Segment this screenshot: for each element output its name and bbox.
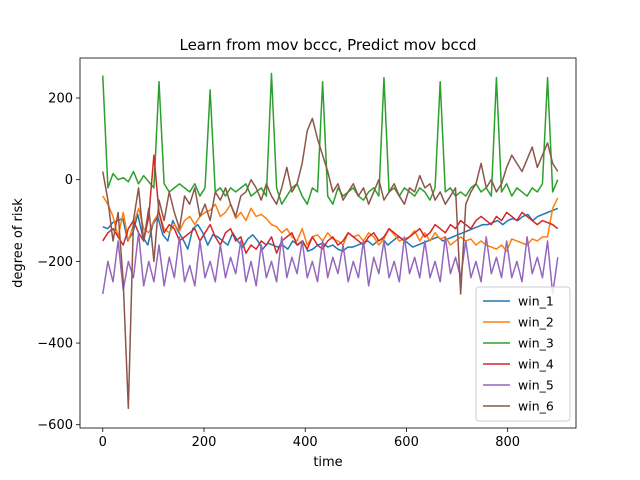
y-tick-label: −600 — [37, 418, 73, 433]
legend-label: win_1 — [518, 294, 554, 309]
series-line-win-3 — [102, 72, 559, 205]
x-tick-label: 200 — [192, 435, 217, 450]
plot-frame — [79, 57, 577, 429]
y-axis-label: degree of risk — [11, 198, 26, 288]
x-tick-label: 800 — [495, 435, 520, 450]
x-tick-label: 400 — [293, 435, 318, 450]
series-line-win-6 — [102, 117, 559, 410]
chart-title: Learn from mov bccc, Predict mov bccd — [179, 36, 476, 54]
series-line-win-2 — [102, 195, 559, 252]
legend: win_1 win_2 win_3 win_4 win_5 win_6 — [475, 286, 571, 422]
x-axis: 0 200 400 600 800 — [99, 428, 520, 450]
series-line-win-5 — [102, 232, 559, 295]
legend-label: win_5 — [518, 378, 554, 393]
x-axis-label: time — [313, 455, 342, 470]
legend-label: win_2 — [518, 315, 554, 330]
x-tick-label: 0 — [99, 435, 107, 450]
y-tick-label: −200 — [37, 255, 73, 270]
y-tick-label: 0 — [65, 173, 73, 188]
y-tick-label: 200 — [48, 92, 73, 107]
x-tick-label: 600 — [394, 435, 419, 450]
series-line-win-1 — [102, 207, 559, 252]
series-layer — [102, 72, 559, 410]
legend-label: win_3 — [518, 336, 554, 351]
legend-frame — [475, 286, 571, 422]
legend-label: win_6 — [518, 399, 554, 414]
y-tick-label: −400 — [37, 337, 73, 352]
y-axis: −600 −400 −200 0 200 — [37, 92, 80, 433]
legend-label: win_4 — [518, 357, 554, 372]
